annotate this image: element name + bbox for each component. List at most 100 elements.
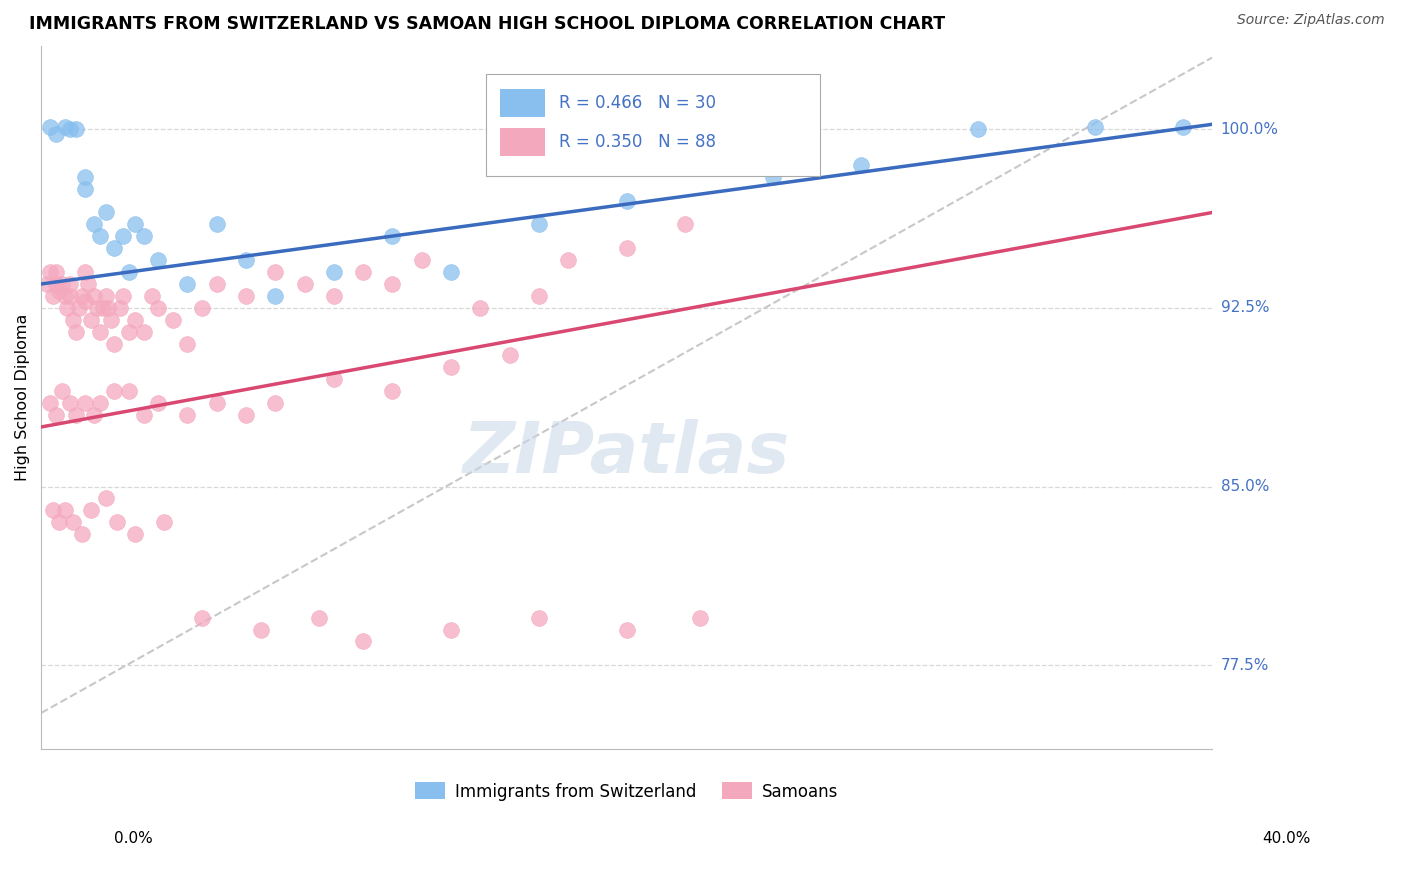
Point: [967, 122, 990, 136]
Point: [308, 610, 330, 624]
FancyBboxPatch shape: [501, 89, 544, 118]
Point: [65, 325, 87, 339]
Text: 40.0%: 40.0%: [1263, 831, 1310, 846]
Point: [59, 396, 82, 410]
Point: [322, 372, 344, 386]
Point: [381, 277, 404, 291]
Point: [112, 289, 135, 303]
Text: R = 0.466   N = 30: R = 0.466 N = 30: [558, 95, 716, 112]
Point: [124, 527, 146, 541]
Point: [118, 265, 141, 279]
Text: R = 0.350   N = 88: R = 0.350 N = 88: [558, 133, 716, 151]
Point: [67, 301, 90, 315]
Y-axis label: High School Diploma: High School Diploma: [15, 313, 30, 481]
Point: [100, 312, 122, 326]
Point: [103, 384, 125, 399]
Text: 85.0%: 85.0%: [1220, 479, 1268, 494]
Point: [108, 301, 131, 315]
Point: [83, 289, 105, 303]
Point: [176, 336, 198, 351]
Point: [56, 301, 79, 315]
Point: [80, 312, 103, 326]
Point: [153, 516, 176, 530]
Point: [86, 301, 108, 315]
Point: [249, 623, 271, 637]
Point: [148, 396, 170, 410]
Point: [89, 396, 111, 410]
Point: [141, 289, 163, 303]
Point: [352, 265, 374, 279]
Point: [38, 265, 60, 279]
Text: Source: ZipAtlas.com: Source: ZipAtlas.com: [1237, 13, 1385, 27]
Point: [70, 289, 93, 303]
Point: [191, 301, 214, 315]
Point: [45, 127, 67, 141]
Point: [62, 312, 84, 326]
Point: [53, 120, 76, 134]
Point: [235, 408, 257, 422]
Point: [103, 241, 125, 255]
Point: [849, 158, 872, 172]
Point: [53, 289, 76, 303]
Point: [38, 396, 60, 410]
Point: [62, 516, 84, 530]
Point: [65, 122, 87, 136]
Point: [73, 396, 96, 410]
Point: [103, 336, 125, 351]
Text: 77.5%: 77.5%: [1220, 657, 1268, 673]
Point: [148, 301, 170, 315]
Legend: Immigrants from Switzerland, Samoans: Immigrants from Switzerland, Samoans: [409, 776, 845, 807]
Point: [38, 120, 60, 134]
Point: [45, 408, 67, 422]
Point: [205, 218, 228, 232]
Point: [527, 289, 550, 303]
Point: [53, 503, 76, 517]
Point: [411, 253, 433, 268]
Point: [70, 527, 93, 541]
Point: [381, 384, 404, 399]
Point: [97, 301, 120, 315]
Point: [91, 301, 114, 315]
Text: 0.0%: 0.0%: [114, 831, 153, 846]
Text: ZIPatlas: ZIPatlas: [463, 419, 790, 488]
Point: [132, 325, 155, 339]
Point: [83, 218, 105, 232]
Point: [176, 277, 198, 291]
Text: 92.5%: 92.5%: [1220, 301, 1270, 316]
Point: [235, 253, 257, 268]
Point: [205, 396, 228, 410]
Point: [59, 277, 82, 291]
Point: [124, 312, 146, 326]
Point: [191, 610, 214, 624]
Point: [264, 396, 287, 410]
Point: [45, 265, 67, 279]
Point: [673, 218, 696, 232]
Point: [616, 194, 638, 208]
Point: [381, 229, 404, 244]
Point: [48, 516, 70, 530]
Point: [118, 325, 141, 339]
Text: IMMIGRANTS FROM SWITZERLAND VS SAMOAN HIGH SCHOOL DIPLOMA CORRELATION CHART: IMMIGRANTS FROM SWITZERLAND VS SAMOAN HI…: [30, 15, 945, 33]
Point: [94, 289, 117, 303]
Point: [94, 491, 117, 506]
Point: [48, 284, 70, 298]
Point: [176, 408, 198, 422]
Point: [80, 503, 103, 517]
Point: [77, 277, 100, 291]
Point: [440, 265, 463, 279]
Point: [352, 634, 374, 648]
Point: [498, 349, 520, 363]
Point: [616, 623, 638, 637]
Point: [294, 277, 316, 291]
Point: [94, 205, 117, 219]
Point: [1084, 120, 1107, 134]
Point: [112, 229, 135, 244]
Point: [205, 277, 228, 291]
Point: [73, 293, 96, 308]
Point: [42, 289, 65, 303]
Point: [89, 325, 111, 339]
Point: [162, 312, 184, 326]
Point: [557, 253, 579, 268]
Point: [51, 277, 73, 291]
Point: [527, 218, 550, 232]
